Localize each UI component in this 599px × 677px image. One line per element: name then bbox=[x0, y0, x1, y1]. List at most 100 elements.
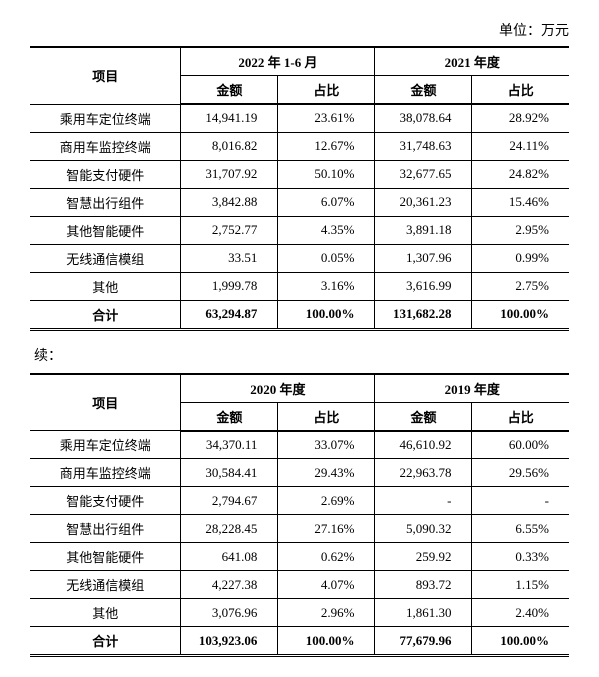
row-r2: 29.56% bbox=[472, 459, 569, 487]
row-r2: 0.33% bbox=[472, 543, 569, 571]
row-name: 无线通信模组 bbox=[30, 571, 181, 599]
header-ratio: 占比 bbox=[472, 402, 569, 431]
row-name: 其他智能硬件 bbox=[30, 216, 181, 244]
table-row: 其他3,076.962.96%1,861.302.40% bbox=[30, 599, 569, 627]
row-name: 商用车监控终端 bbox=[30, 459, 181, 487]
row-r1: 29.43% bbox=[278, 459, 375, 487]
row-r2: 2.40% bbox=[472, 599, 569, 627]
table-row: 智能支付硬件2,794.672.69%-- bbox=[30, 487, 569, 515]
table-row: 无线通信模组4,227.384.07%893.721.15% bbox=[30, 571, 569, 599]
header-amount: 金额 bbox=[181, 76, 278, 105]
table-1: 项目 2022 年 1-6 月 2021 年度 金额 占比 金额 占比 乘用车定… bbox=[30, 46, 569, 331]
row-r2: 6.55% bbox=[472, 515, 569, 543]
row-r1: 2.96% bbox=[278, 599, 375, 627]
row-a2: 5,090.32 bbox=[375, 515, 472, 543]
total-r1: 100.00% bbox=[278, 627, 375, 656]
table-row: 商用车监控终端8,016.8212.67%31,748.6324.11% bbox=[30, 132, 569, 160]
row-name: 商用车监控终端 bbox=[30, 132, 181, 160]
row-a1: 28,228.45 bbox=[181, 515, 278, 543]
row-name: 智能支付硬件 bbox=[30, 487, 181, 515]
row-a1: 1,999.78 bbox=[181, 272, 278, 300]
total-r2: 100.00% bbox=[472, 300, 569, 329]
row-a1: 3,076.96 bbox=[181, 599, 278, 627]
row-a1: 2,752.77 bbox=[181, 216, 278, 244]
table-row: 其他1,999.783.16%3,616.992.75% bbox=[30, 272, 569, 300]
row-r1: 27.16% bbox=[278, 515, 375, 543]
row-a1: 14,941.19 bbox=[181, 104, 278, 132]
row-a2: 1,861.30 bbox=[375, 599, 472, 627]
header-period2: 2019 年度 bbox=[375, 374, 569, 403]
row-r2: 1.15% bbox=[472, 571, 569, 599]
row-r1: 4.35% bbox=[278, 216, 375, 244]
row-a1: 33.51 bbox=[181, 244, 278, 272]
row-a1: 34,370.11 bbox=[181, 431, 278, 459]
row-a2: 31,748.63 bbox=[375, 132, 472, 160]
table-row: 智能支付硬件31,707.9250.10%32,677.6524.82% bbox=[30, 160, 569, 188]
row-name: 其他 bbox=[30, 599, 181, 627]
row-a2: 893.72 bbox=[375, 571, 472, 599]
row-r1: 3.16% bbox=[278, 272, 375, 300]
row-r2: 2.75% bbox=[472, 272, 569, 300]
total-a2: 77,679.96 bbox=[375, 627, 472, 656]
header-period1: 2020 年度 bbox=[181, 374, 375, 403]
row-r1: 4.07% bbox=[278, 571, 375, 599]
header-amount: 金额 bbox=[181, 402, 278, 431]
table-row: 乘用车定位终端34,370.1133.07%46,610.9260.00% bbox=[30, 431, 569, 459]
header-period1: 2022 年 1-6 月 bbox=[181, 47, 375, 76]
row-r1: 0.62% bbox=[278, 543, 375, 571]
row-r2: 28.92% bbox=[472, 104, 569, 132]
total-r1: 100.00% bbox=[278, 300, 375, 329]
table-row: 智慧出行组件28,228.4527.16%5,090.326.55% bbox=[30, 515, 569, 543]
row-r2: 15.46% bbox=[472, 188, 569, 216]
table-row: 商用车监控终端30,584.4129.43%22,963.7829.56% bbox=[30, 459, 569, 487]
row-name: 其他智能硬件 bbox=[30, 543, 181, 571]
header-ratio: 占比 bbox=[472, 76, 569, 105]
table-row: 乘用车定位终端14,941.1923.61%38,078.6428.92% bbox=[30, 104, 569, 132]
row-a2: 259.92 bbox=[375, 543, 472, 571]
total-a1: 63,294.87 bbox=[181, 300, 278, 329]
row-r2: 24.82% bbox=[472, 160, 569, 188]
total-label: 合计 bbox=[30, 627, 181, 656]
row-r1: 0.05% bbox=[278, 244, 375, 272]
row-r2: 0.99% bbox=[472, 244, 569, 272]
row-a2: 20,361.23 bbox=[375, 188, 472, 216]
row-r1: 12.67% bbox=[278, 132, 375, 160]
row-name: 其他 bbox=[30, 272, 181, 300]
table-row: 其他智能硬件2,752.774.35%3,891.182.95% bbox=[30, 216, 569, 244]
total-label: 合计 bbox=[30, 300, 181, 329]
row-r1: 6.07% bbox=[278, 188, 375, 216]
header-period2: 2021 年度 bbox=[375, 47, 569, 76]
continuation-label: 续： bbox=[34, 345, 569, 365]
row-a2: 46,610.92 bbox=[375, 431, 472, 459]
row-a2: 38,078.64 bbox=[375, 104, 472, 132]
row-a1: 2,794.67 bbox=[181, 487, 278, 515]
row-r2: 2.95% bbox=[472, 216, 569, 244]
row-name: 智慧出行组件 bbox=[30, 188, 181, 216]
row-name: 无线通信模组 bbox=[30, 244, 181, 272]
row-name: 智能支付硬件 bbox=[30, 160, 181, 188]
total-r2: 100.00% bbox=[472, 627, 569, 656]
unit-label: 单位：万元 bbox=[30, 20, 569, 40]
row-a2: 1,307.96 bbox=[375, 244, 472, 272]
row-r1: 50.10% bbox=[278, 160, 375, 188]
row-r1: 23.61% bbox=[278, 104, 375, 132]
header-ratio: 占比 bbox=[278, 402, 375, 431]
header-ratio: 占比 bbox=[278, 76, 375, 105]
row-a1: 4,227.38 bbox=[181, 571, 278, 599]
table-row: 其他智能硬件641.080.62%259.920.33% bbox=[30, 543, 569, 571]
row-name: 智慧出行组件 bbox=[30, 515, 181, 543]
row-r1: 33.07% bbox=[278, 431, 375, 459]
table-row: 智慧出行组件3,842.886.07%20,361.2315.46% bbox=[30, 188, 569, 216]
row-a1: 3,842.88 bbox=[181, 188, 278, 216]
row-a1: 30,584.41 bbox=[181, 459, 278, 487]
row-a2: 32,677.65 bbox=[375, 160, 472, 188]
row-r2: - bbox=[472, 487, 569, 515]
header-amount: 金额 bbox=[375, 402, 472, 431]
row-name: 乘用车定位终端 bbox=[30, 104, 181, 132]
total-a1: 103,923.06 bbox=[181, 627, 278, 656]
header-item: 项目 bbox=[30, 47, 181, 104]
row-a1: 31,707.92 bbox=[181, 160, 278, 188]
row-a2: 3,891.18 bbox=[375, 216, 472, 244]
table-2: 项目 2020 年度 2019 年度 金额 占比 金额 占比 乘用车定位终端34… bbox=[30, 373, 569, 658]
row-name: 乘用车定位终端 bbox=[30, 431, 181, 459]
